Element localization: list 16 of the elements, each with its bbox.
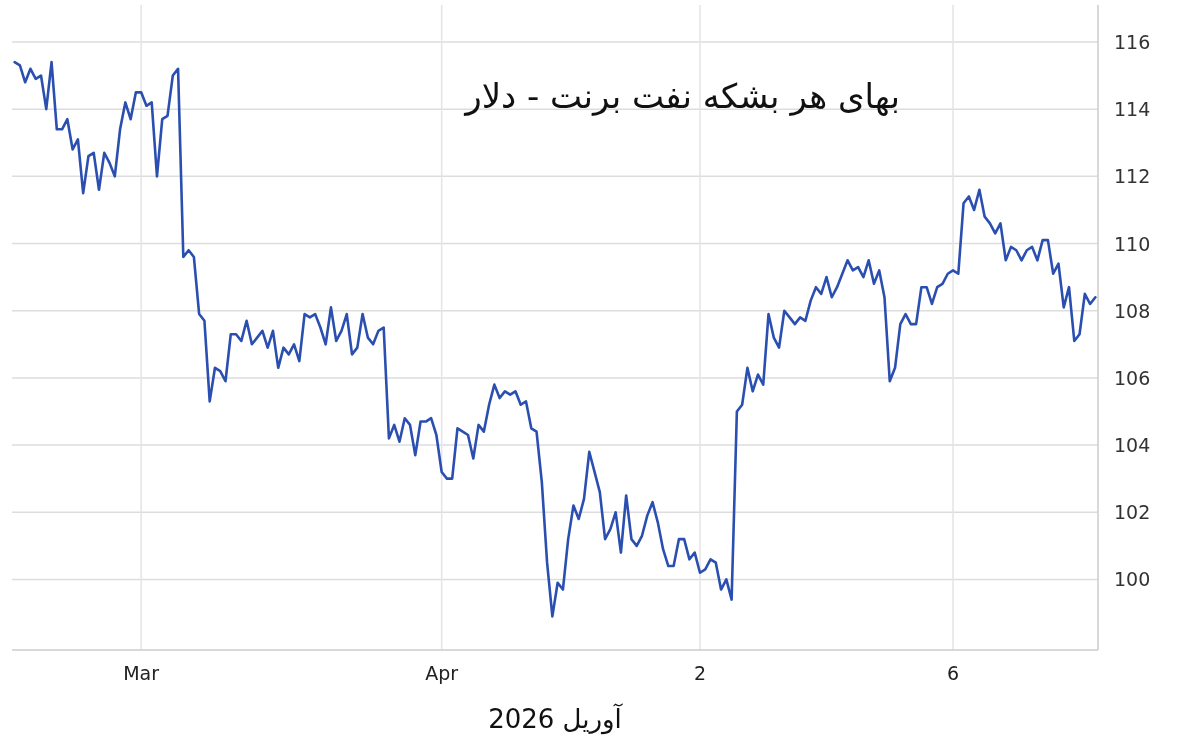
x-tick-label: 2 — [693, 662, 707, 684]
x-tick-label: 6 — [946, 662, 960, 684]
x-tick-label: Apr — [425, 662, 459, 684]
y-tick-label: 116 — [1114, 30, 1151, 53]
y-tick-label: 108 — [1114, 299, 1151, 322]
y-tick-label: 114 — [1114, 98, 1151, 121]
x-axis-title: آوریل 2026 — [488, 703, 624, 735]
line-series — [13, 60, 1097, 618]
text: بهای هر بشکه نفت برنت - دلار — [463, 76, 900, 117]
y-tick-label: 104 — [1114, 434, 1151, 457]
x-tick-label: Mar — [123, 662, 160, 684]
y-tick-label: 102 — [1114, 501, 1151, 524]
y-tick-label: 100 — [1114, 568, 1151, 591]
y-tick-label: 106 — [1114, 366, 1151, 389]
y-tick-label: 110 — [1114, 232, 1151, 255]
y-tick-label: 112 — [1114, 165, 1151, 188]
